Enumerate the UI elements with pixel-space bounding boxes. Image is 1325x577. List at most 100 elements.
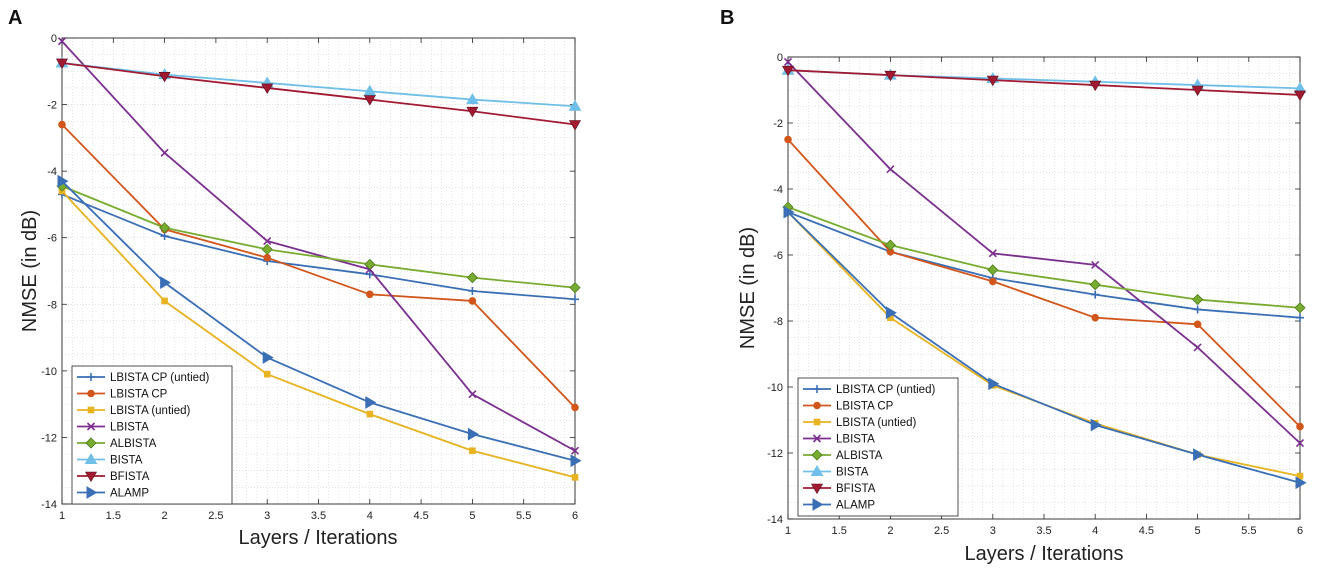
y-tick-label: -14	[41, 499, 57, 511]
data-point	[571, 474, 579, 481]
series-alamp	[783, 205, 1307, 490]
legend-swatch-marker	[87, 389, 95, 398]
data-point	[261, 243, 273, 255]
data-point	[263, 370, 271, 378]
legend-swatch-marker	[86, 422, 96, 431]
series-line	[787, 138, 1301, 428]
series-line	[787, 69, 1301, 96]
data-point	[1090, 418, 1102, 432]
y-tick-label: -6	[47, 233, 57, 245]
series-line	[61, 40, 576, 452]
legend-swatch-marker	[87, 373, 95, 381]
data-point	[988, 249, 997, 258]
y-tick-label: -10	[767, 382, 783, 394]
data-point	[467, 427, 479, 441]
x-tick-label: 5.5	[516, 510, 531, 522]
data-point	[263, 236, 272, 246]
data-point	[466, 272, 478, 284]
y-tick-label: -6	[773, 250, 783, 262]
x-tick-label: 5	[1195, 525, 1201, 537]
data-point	[1089, 80, 1102, 92]
data-point	[988, 377, 1000, 391]
series-line	[787, 206, 1301, 309]
legend-label: LBISTA (untied)	[836, 417, 916, 429]
x-tick-label: 5	[469, 510, 475, 522]
x-tick-label: 3.5	[1036, 525, 1051, 537]
series-lbista	[57, 37, 580, 455]
x-tick-label: 4	[367, 510, 373, 522]
legend-label: LBISTA CP	[836, 401, 894, 413]
series-lbista	[783, 57, 1305, 448]
legend-swatch-marker	[812, 498, 824, 511]
x-tick-label: 3	[990, 525, 996, 537]
legend-label: BFISTA	[836, 483, 876, 495]
legend-label: BFISTA	[110, 471, 150, 483]
data-point	[884, 70, 897, 82]
series-bfista	[781, 65, 1307, 102]
data-point	[262, 351, 274, 364]
x-tick-label: 2	[887, 525, 893, 537]
series-bfista	[55, 58, 582, 131]
data-point	[1192, 293, 1204, 306]
data-point	[159, 222, 171, 234]
data-point	[989, 277, 997, 286]
data-point	[158, 71, 171, 83]
legend-label: LBISTA CP (untied)	[836, 384, 935, 396]
chart-panel-a: 1 1.5 2 2.5 3 3.5 4 4.5 5 5.5 6 0 -2 -4 -6 -8 -10 -12 -14 L…	[8, 7, 582, 549]
data-point	[568, 99, 582, 111]
legend-swatch-marker	[85, 437, 97, 449]
chart-panel-b: 1 1.5 2 2.5 3 3.5 4 4.5 5 5.5 6 0 -2 -4 -6 -8 -10 -12 -14 L…	[720, 7, 1307, 565]
x-tick-label: 1.5	[832, 525, 847, 537]
series-line	[61, 190, 576, 479]
data-point	[466, 93, 479, 105]
data-point	[783, 57, 793, 67]
data-point	[160, 232, 169, 241]
x-tick-label: 6	[1297, 525, 1303, 537]
x-tick-label: 3	[264, 510, 270, 522]
x-tick-label: 1.5	[106, 510, 121, 522]
data-point	[568, 120, 582, 131]
x-tick-label: 2.5	[934, 525, 949, 537]
legend-label: LBISTA	[836, 434, 875, 446]
legend-box	[797, 377, 959, 517]
x-axis-title: Layers / Iterations	[239, 527, 398, 549]
panel-label: B	[720, 7, 734, 29]
data-point	[570, 454, 582, 468]
x-tick-label: 1	[785, 525, 791, 537]
data-point	[468, 390, 477, 399]
x-tick-label: 6	[572, 510, 578, 522]
y-tick-label: 0	[777, 52, 783, 64]
data-point	[887, 314, 894, 321]
legend-label: ALAMP	[836, 500, 875, 512]
legend-swatch-marker	[813, 418, 821, 426]
data-point	[160, 148, 169, 157]
data-point	[469, 447, 476, 455]
y-tick-label: -12	[767, 448, 783, 460]
series-line	[61, 62, 576, 126]
legend-label: ALBISTA	[110, 438, 157, 450]
data-point	[365, 270, 374, 279]
data-point	[1193, 320, 1202, 329]
data-point	[1296, 313, 1304, 322]
data-point	[570, 446, 580, 455]
y-tick-label: -14	[767, 514, 783, 526]
legend-swatch-marker	[86, 486, 98, 499]
x-tick-label: 2.5	[208, 510, 223, 522]
legend-swatch-marker	[813, 401, 821, 410]
data-point	[1193, 448, 1205, 462]
y-axis-title: NMSE (in dB)	[737, 227, 759, 349]
series-line	[787, 61, 1301, 444]
data-point	[1091, 260, 1100, 269]
data-point	[1191, 85, 1204, 97]
x-tick-label: 3.5	[311, 510, 326, 522]
y-tick-label: -4	[47, 166, 57, 178]
legend-swatch-marker	[84, 453, 98, 464]
legend-swatch-marker	[813, 385, 821, 393]
data-point	[363, 84, 377, 96]
data-point	[366, 410, 374, 418]
data-point	[1091, 313, 1099, 322]
y-tick-label: -8	[773, 316, 783, 328]
x-tick-label: 4.5	[413, 510, 428, 522]
x-tick-label: 1	[59, 510, 65, 522]
